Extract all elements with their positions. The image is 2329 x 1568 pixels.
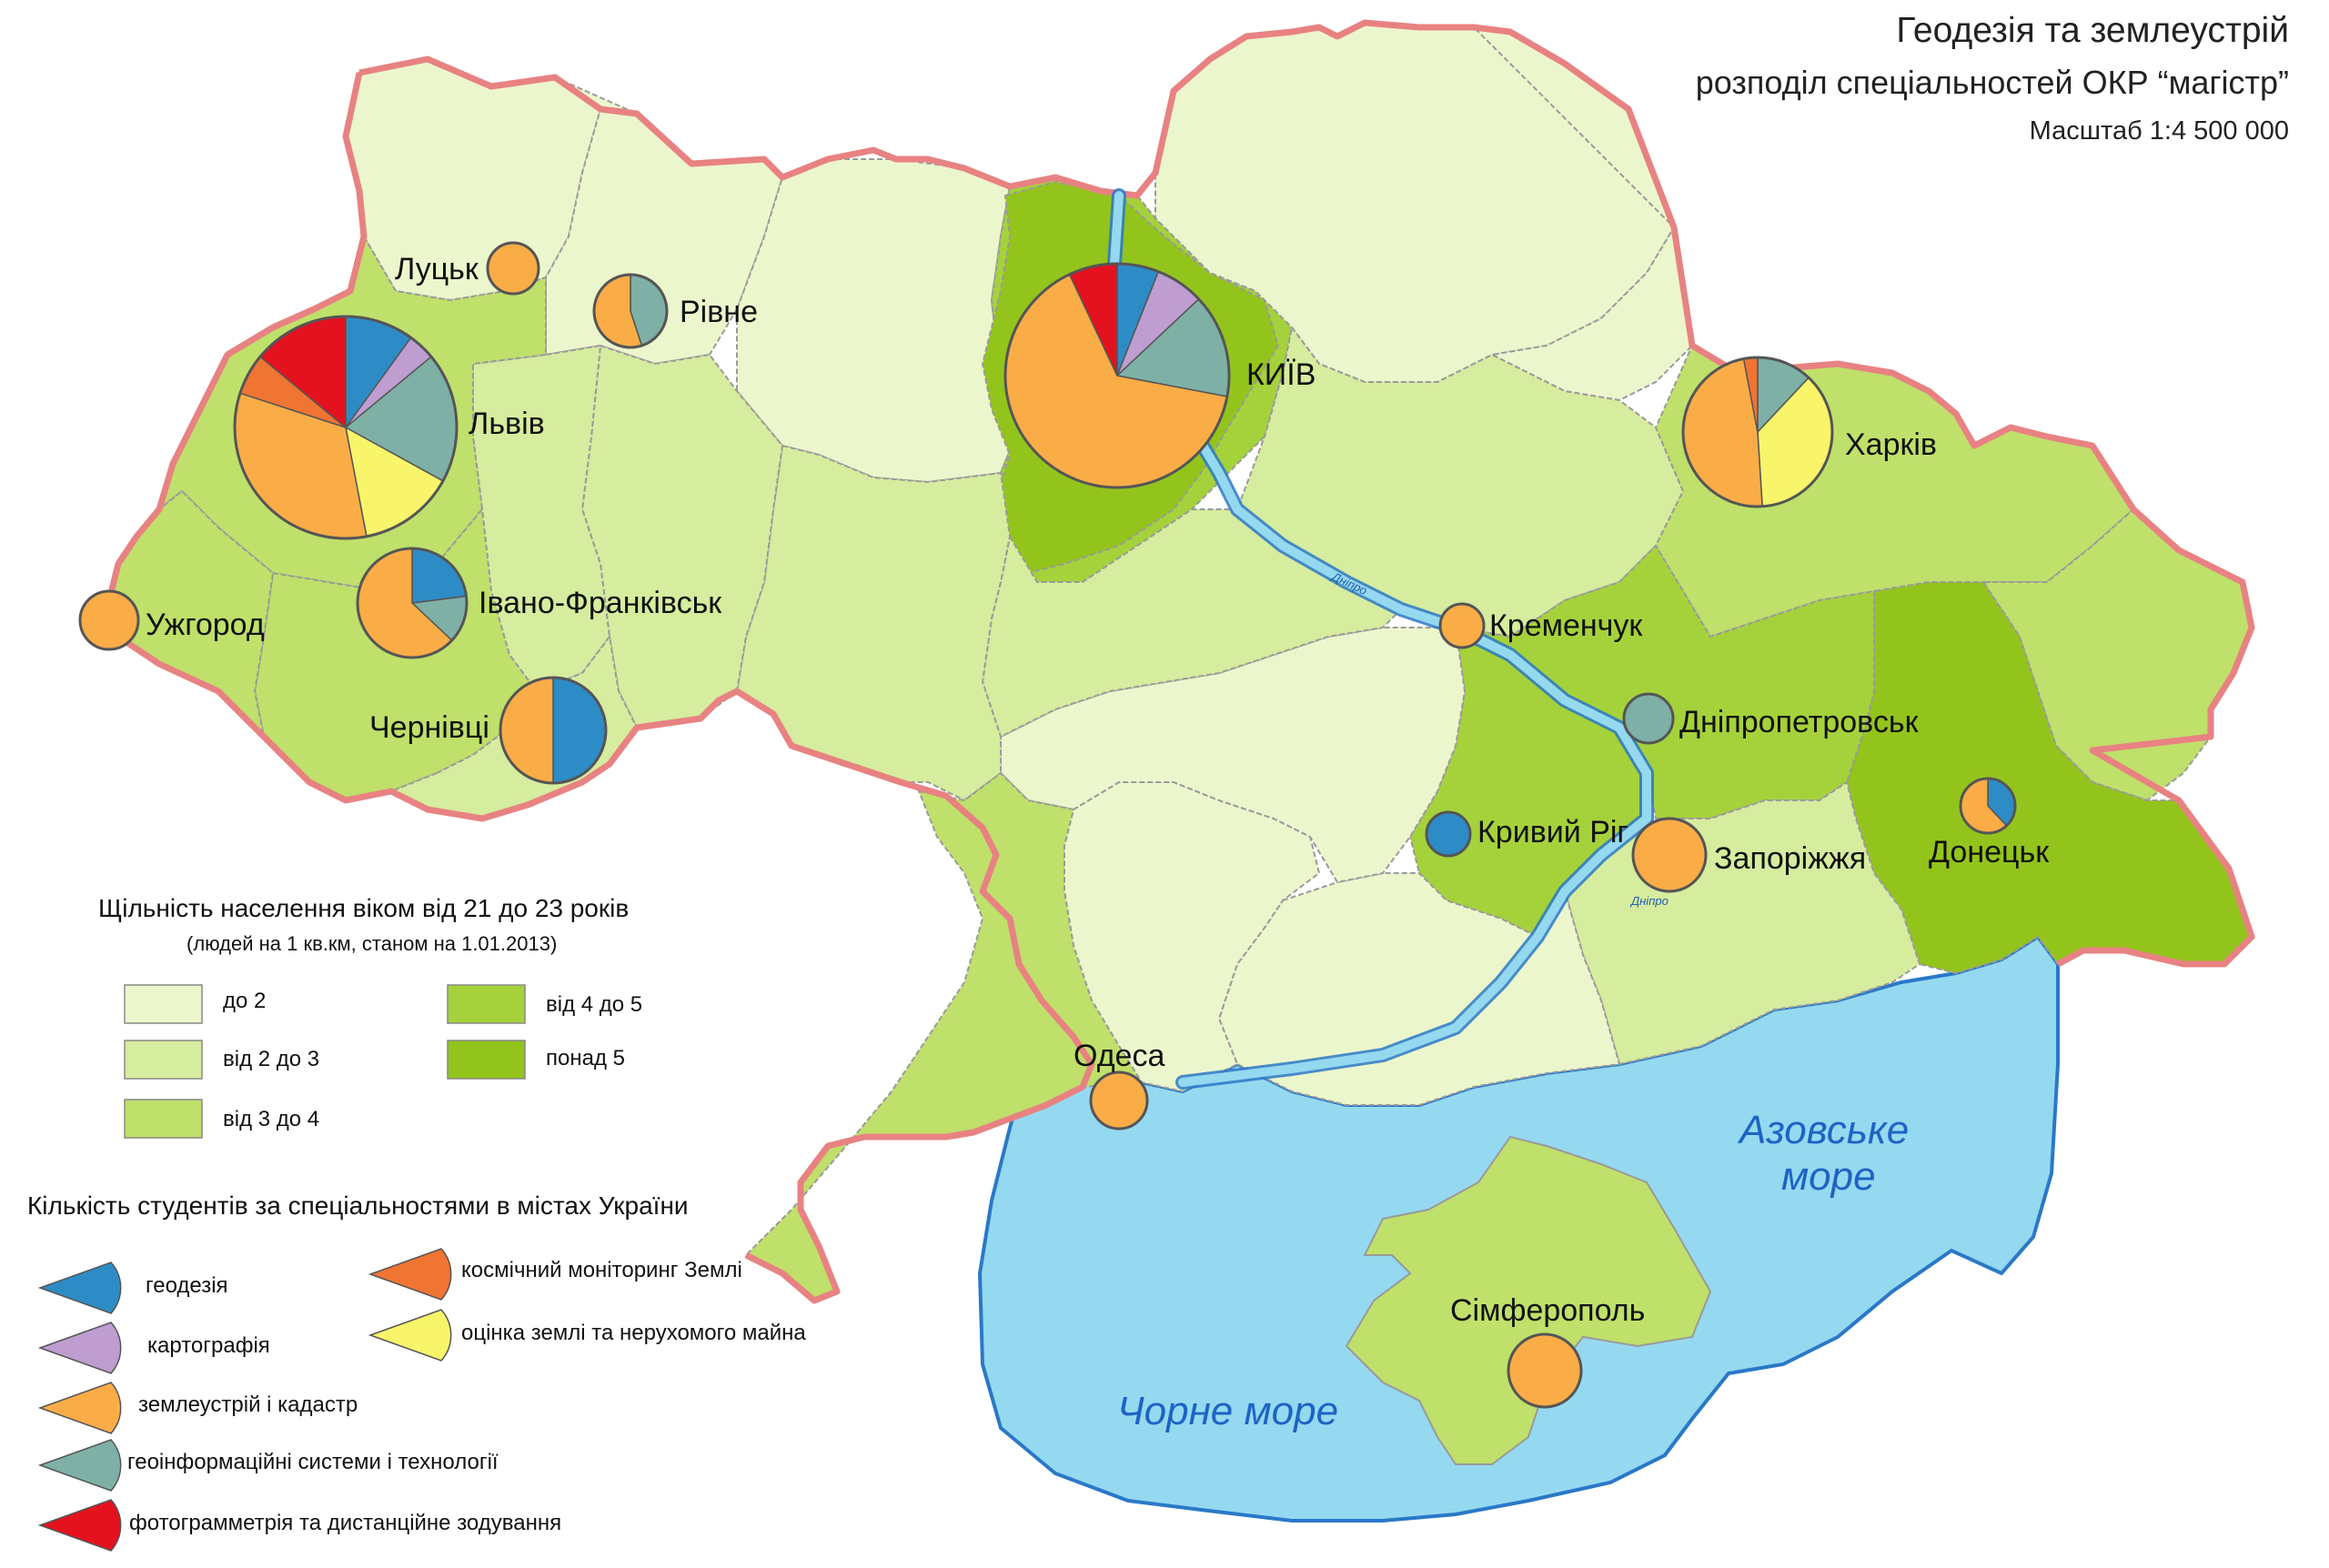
specialty-legend: Кількість студентів за спеціальностями в… — [27, 1191, 806, 1552]
city-pies-layer — [78, 241, 2017, 1409]
density-legend-subtitle: (людей на 1 кв.км, станом на 1.01.2013) — [187, 932, 557, 955]
city-pie-12 — [1631, 817, 1708, 893]
city-label-chernivtsi: Чернівці — [369, 710, 489, 745]
pie-outline — [499, 676, 608, 785]
city-label-dnipropetrovsk: Дніпропетровськ — [1679, 705, 1920, 739]
city-label-kryvyi-rih: Кривий Ріг — [1477, 815, 1628, 849]
azov-sea-label-2: море — [1781, 1154, 1876, 1199]
specialty-label-gis: геоінформаційні системи і технології — [127, 1450, 499, 1474]
specialty-label-geodesy: геодезія — [146, 1273, 228, 1298]
pie-outline — [233, 315, 459, 540]
density-label-2: від 2 до 3 — [223, 1047, 319, 1071]
region-zhytomyr — [736, 158, 1021, 484]
specialty-label-photo: фотограмметрія та дистанційне зодування — [129, 1511, 561, 1535]
country-border-west — [106, 72, 1095, 1304]
pie-outline — [1959, 777, 2017, 835]
city-pie-5 — [592, 273, 669, 349]
pie-outline — [356, 547, 469, 659]
city-pie-2 — [1681, 356, 1834, 508]
pie-outline — [1631, 817, 1708, 893]
city-label-lutsk: Луцьк — [395, 252, 479, 286]
city-pie-11 — [1425, 810, 1472, 858]
city-label-odesa: Одеса — [1074, 1039, 1164, 1073]
country-border — [358, 19, 2255, 968]
density-label-5: понад 5 — [546, 1046, 625, 1070]
region-kirovohrad — [1000, 627, 1467, 884]
crimea — [1345, 1135, 1712, 1465]
city-pie-0 — [233, 315, 459, 540]
pie-outline — [1438, 602, 1486, 649]
region-vinnytsia — [735, 444, 1012, 802]
pie-outline — [1425, 810, 1472, 858]
density-label-1: до 2 — [223, 989, 266, 1013]
density-swatch-5 — [447, 1040, 526, 1080]
black-sea-label: Чорне море — [1117, 1389, 1338, 1433]
city-pie-1 — [1003, 262, 1231, 489]
legend-marker-space — [368, 1248, 452, 1301]
region-kherson — [1217, 872, 1621, 1106]
specialty-label-cartography: картографія — [147, 1333, 270, 1358]
river-label-2: Дніпро — [1629, 894, 1669, 908]
density-label-4: від 4 до 5 — [546, 992, 642, 1017]
map-title: Геодезія та землеустрій — [1896, 11, 2289, 50]
city-pie-4 — [499, 676, 608, 785]
city-label-uzhhorod: Ужгород — [146, 608, 265, 642]
city-label-donetsk: Донецьк — [1929, 835, 2050, 869]
pie-outline — [78, 589, 140, 651]
city-pie-8 — [78, 589, 140, 651]
legend-marker-gis — [37, 1439, 122, 1492]
dnipro-river-water — [1110, 191, 1651, 1087]
map-scale: Масштаб 1:4 500 000 — [2029, 116, 2289, 146]
azov-sea-label: Азовське — [1737, 1108, 1909, 1152]
density-swatch-2 — [124, 1040, 203, 1080]
specialty-label-land: землеустрій і кадастр — [138, 1392, 358, 1417]
pie-outline — [1089, 1070, 1149, 1131]
density-legend: Щільність населення віком від 21 до 23 р… — [98, 894, 642, 1139]
region-zakarpattia — [107, 489, 275, 740]
city-pie-9 — [1438, 602, 1486, 649]
pie-outline — [1003, 262, 1231, 489]
pie-outline — [1507, 1332, 1583, 1409]
city-pie-14 — [1507, 1332, 1583, 1409]
city-pie-3 — [356, 547, 469, 659]
city-label-zaporizhzhia: Запоріжжя — [1714, 841, 1866, 876]
density-swatch-1 — [124, 984, 203, 1024]
specialty-label-valuation: оцінка землі та нерухомого майна — [461, 1321, 806, 1345]
city-pie-10 — [1622, 692, 1675, 745]
pie-outline — [592, 273, 669, 349]
city-pie-6 — [1959, 777, 2017, 835]
density-label-3: від 3 до 4 — [223, 1107, 319, 1131]
density-swatch-4 — [447, 984, 526, 1024]
city-label-simferopol: Сімферополь — [1450, 1293, 1645, 1328]
legend-marker-valuation — [368, 1309, 452, 1362]
pie-outline — [486, 241, 540, 296]
city-label-lviv: Львів — [469, 407, 545, 441]
legend-marker-cartography — [37, 1322, 122, 1374]
city-label-ivano-frankivsk: Івано-Франківськ — [479, 586, 722, 620]
legend-marker-photo — [37, 1499, 122, 1552]
pie-outline — [1681, 356, 1834, 508]
city-label-kyiv: КИЇВ — [1246, 357, 1316, 392]
density-swatch-3 — [124, 1099, 203, 1139]
city-pie-7 — [486, 241, 540, 296]
city-pie-13 — [1089, 1070, 1149, 1131]
specialty-label-space: космічний моніторинг Землі — [461, 1258, 742, 1282]
city-label-rivne: Рівне — [680, 295, 758, 329]
specialty-legend-title: Кількість студентів за спеціальностями в… — [27, 1191, 689, 1220]
pie-outline — [1622, 692, 1675, 745]
map-subtitle: розподіл спеціальностей ОКР “магістр” — [1695, 64, 2289, 101]
legend-marker-geodesy — [37, 1261, 122, 1314]
legend-marker-land — [37, 1382, 122, 1434]
city-label-kremenchuk: Кременчук — [1489, 608, 1643, 643]
density-legend-title: Щільність населення віком від 21 до 23 р… — [98, 894, 629, 922]
region-cherkasy — [981, 508, 1403, 739]
city-label-kharkiv: Харків — [1845, 427, 1937, 462]
